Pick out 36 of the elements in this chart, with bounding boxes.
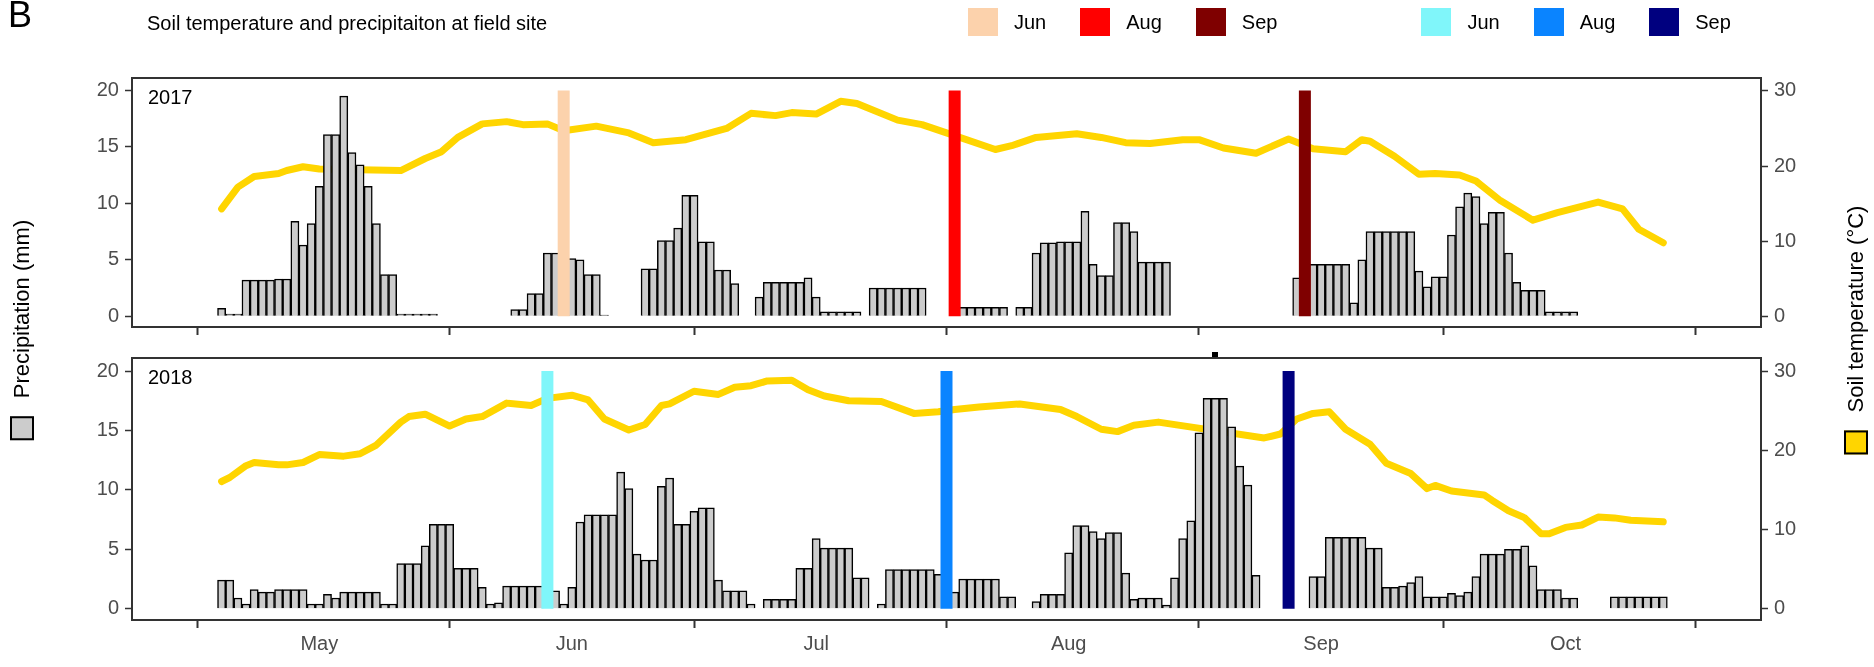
y2-tick-label: 10 bbox=[1774, 517, 1797, 540]
legend-label: Jun bbox=[1467, 10, 1500, 34]
text: B bbox=[8, 0, 33, 36]
x-tick-label: Aug bbox=[1050, 631, 1087, 654]
legend-label: Jun bbox=[1014, 10, 1047, 34]
x-tick-label: Sep bbox=[1303, 631, 1339, 654]
y2-tick-label: 0 bbox=[1774, 596, 1786, 619]
y-tick-label: 20 bbox=[96, 358, 119, 381]
legend-label: Aug bbox=[1126, 10, 1162, 34]
x-tick-label: Jun bbox=[555, 631, 588, 654]
y2-tick-label: 20 bbox=[1774, 153, 1797, 176]
y2-tick-label: 0 bbox=[1774, 303, 1786, 326]
annotation: 2018 bbox=[148, 366, 193, 389]
annotation: 2017 bbox=[148, 86, 193, 109]
y-tick-label: 20 bbox=[96, 77, 119, 100]
y2-tick-label: 20 bbox=[1774, 438, 1797, 461]
y-tick-label: 0 bbox=[107, 596, 119, 619]
x-tick-label: Jul bbox=[803, 631, 829, 654]
y-tick-label: 15 bbox=[96, 134, 119, 157]
legend-label: Sep bbox=[1241, 10, 1278, 34]
y-tick-label: 10 bbox=[96, 190, 119, 213]
y2-tick-label: 30 bbox=[1774, 358, 1797, 381]
y-axis-title: Precipitation (mm) bbox=[9, 219, 35, 399]
y2-tick-label: 30 bbox=[1774, 78, 1797, 101]
y2-tick-label: 10 bbox=[1774, 228, 1797, 251]
x-tick-label: Oct bbox=[1549, 631, 1582, 654]
y-tick-label: 5 bbox=[107, 536, 119, 559]
chart-title: Soil temperature and precipitaiton at field site bbox=[147, 12, 548, 35]
y-tick-label: 15 bbox=[96, 418, 119, 440]
y-tick-label: 0 bbox=[107, 303, 119, 326]
legend-label: Aug bbox=[1579, 10, 1616, 34]
y2-axis-title: Soil temperature (°C) bbox=[1843, 205, 1869, 413]
legend-label: Sep bbox=[1695, 10, 1731, 34]
x-tick-label: May bbox=[300, 631, 339, 654]
y-tick-label: 10 bbox=[96, 477, 119, 500]
y-tick-label: 5 bbox=[107, 247, 119, 270]
